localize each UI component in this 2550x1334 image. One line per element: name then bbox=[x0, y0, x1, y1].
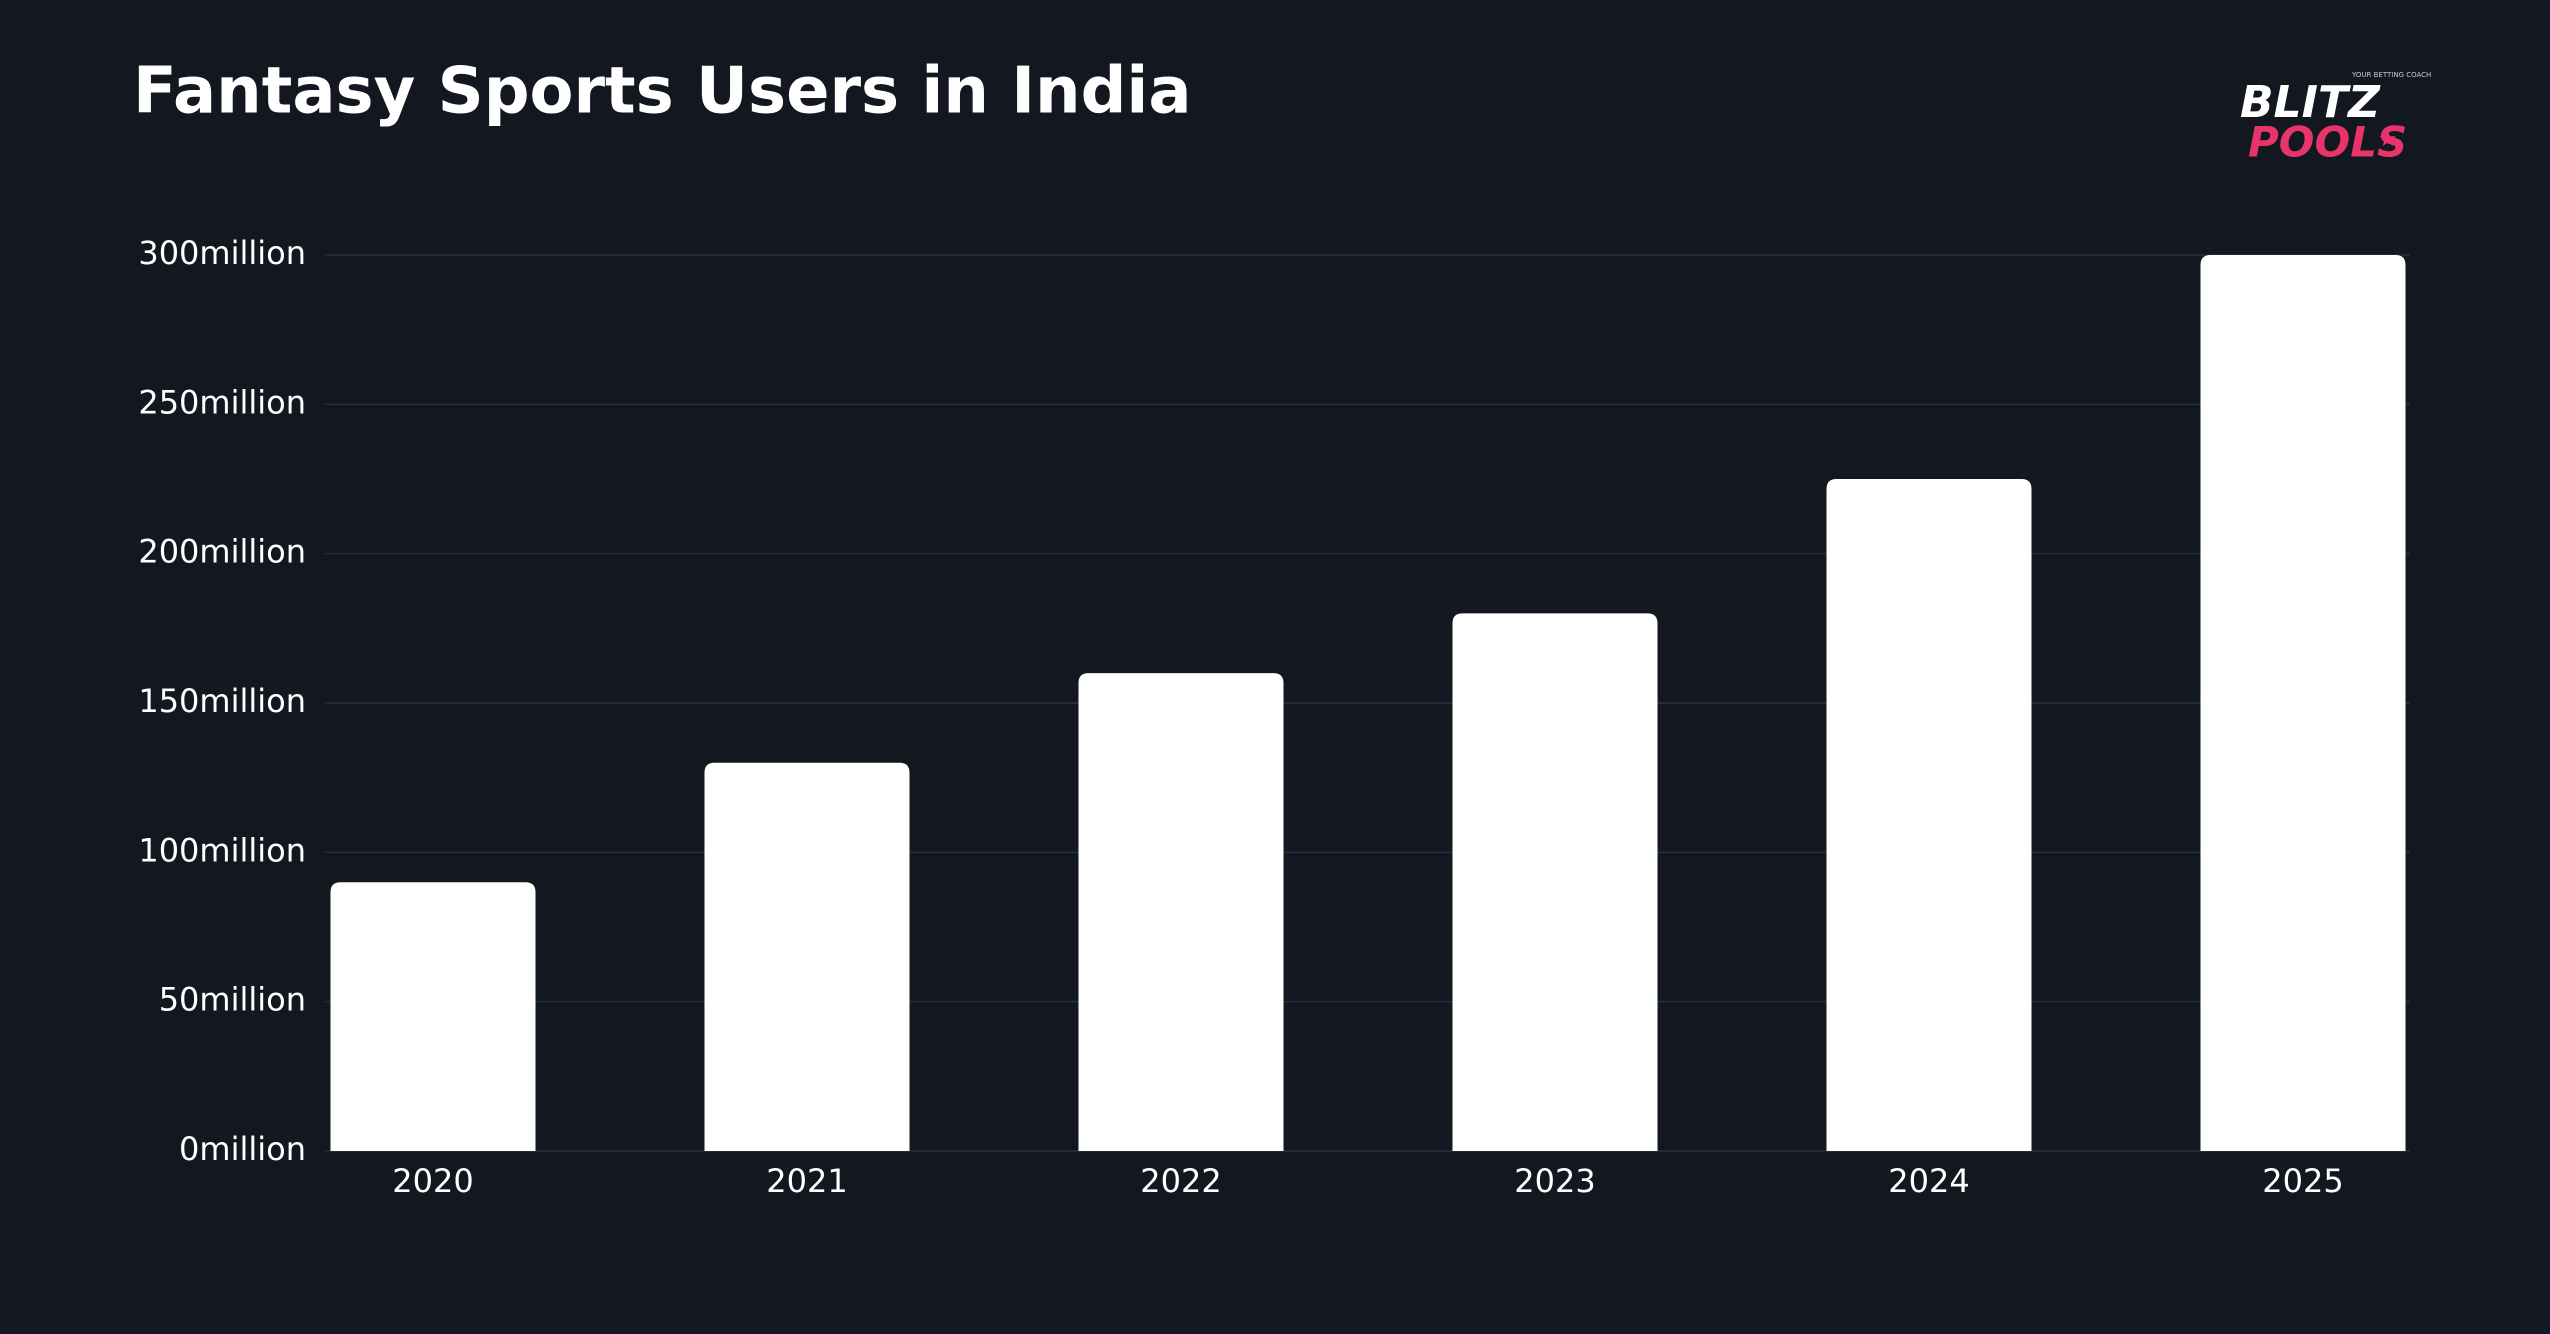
y-tick-label: 250million bbox=[138, 383, 306, 421]
y-tick-label: 0million bbox=[179, 1130, 306, 1168]
bar bbox=[704, 762, 910, 1151]
y-tick-label: 300million bbox=[138, 234, 306, 272]
x-tick-label: 2020 bbox=[392, 1162, 473, 1200]
x-tick-label: 2022 bbox=[1140, 1162, 1221, 1200]
bar bbox=[1078, 673, 1284, 1151]
logo-top: BLITZ bbox=[2240, 77, 2381, 128]
chart-title: Fantasy Sports Users in India bbox=[133, 55, 1192, 129]
bar bbox=[330, 882, 536, 1151]
y-tick-label: 150million bbox=[138, 682, 306, 720]
logo: BLITZ POOLS YOUR BETTING COACH ★ bbox=[2240, 71, 2431, 167]
logo-star: ★ bbox=[2378, 127, 2398, 152]
x-tick-label: 2023 bbox=[1514, 1162, 1595, 1200]
bar bbox=[1452, 613, 1658, 1151]
logo-bottom: POOLS bbox=[2248, 118, 2407, 167]
y-tick-label: 50million bbox=[159, 981, 306, 1019]
x-tick-label: 2021 bbox=[766, 1162, 847, 1200]
y-tick-label: 200million bbox=[138, 533, 306, 571]
x-tick-label: 2024 bbox=[1888, 1162, 1969, 1200]
logo-tagline: YOUR BETTING COACH bbox=[2351, 71, 2431, 79]
bar bbox=[2200, 255, 2406, 1151]
y-tick-label: 100million bbox=[138, 831, 306, 869]
bar bbox=[1826, 479, 2032, 1151]
x-tick-label: 2025 bbox=[2262, 1162, 2343, 1200]
